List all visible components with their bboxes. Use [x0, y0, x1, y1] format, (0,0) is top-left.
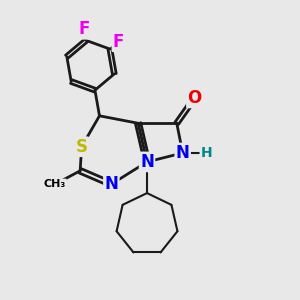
Text: F: F — [113, 33, 124, 51]
Text: N: N — [176, 144, 190, 162]
Text: S: S — [76, 138, 88, 156]
Text: H: H — [201, 146, 212, 160]
Text: N: N — [140, 153, 154, 171]
Text: O: O — [188, 89, 202, 107]
Text: F: F — [79, 20, 90, 38]
Text: CH₃: CH₃ — [44, 179, 66, 189]
Text: N: N — [104, 175, 118, 193]
